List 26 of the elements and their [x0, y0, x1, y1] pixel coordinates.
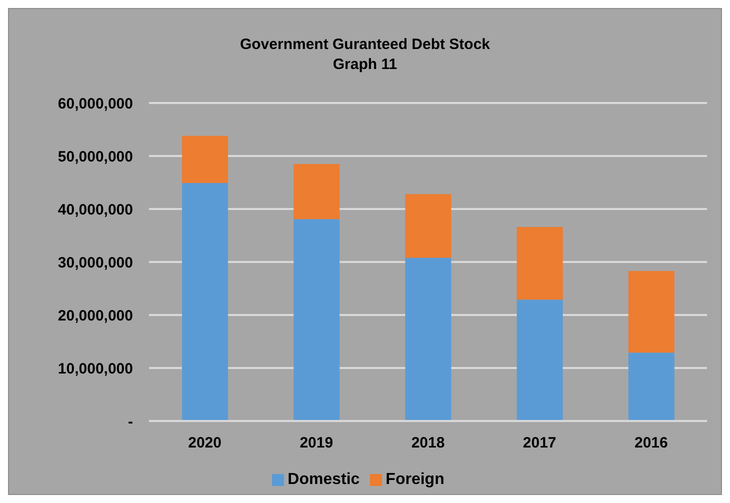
- bar: [405, 194, 452, 258]
- chart-title: Government Guranteed Debt Stock: [238, 35, 492, 55]
- y-tick-label: 10,000,000: [58, 360, 133, 378]
- bar: [182, 183, 228, 421]
- y-tick-label: -: [128, 413, 133, 430]
- x-tick-label: 2020: [188, 434, 222, 452]
- y-tick-label: 50,000,000: [58, 148, 133, 166]
- bar: [628, 352, 674, 421]
- legend-label: Foreign: [386, 471, 444, 488]
- bar: [294, 164, 340, 220]
- bar: [516, 300, 563, 421]
- x-tick-label: 2016: [634, 434, 668, 452]
- y-tick-label: 40,000,000: [58, 201, 133, 218]
- y-tick-label: 20,000,000: [58, 307, 133, 324]
- bar: [516, 227, 563, 300]
- bar: [628, 271, 674, 353]
- y-tick-label: 60,000,000: [58, 95, 133, 112]
- x-tick-label: 2018: [411, 434, 445, 452]
- legend-label: Domestic: [288, 471, 360, 488]
- x-tick-label: 2019: [300, 434, 334, 452]
- x-tick-label: 2017: [522, 434, 556, 452]
- bar: [405, 258, 452, 421]
- y-tick-label: 30,000,000: [58, 254, 133, 272]
- chart-subtitle: Graph 11: [332, 55, 398, 75]
- bar: [182, 136, 228, 184]
- bar: [294, 219, 340, 421]
